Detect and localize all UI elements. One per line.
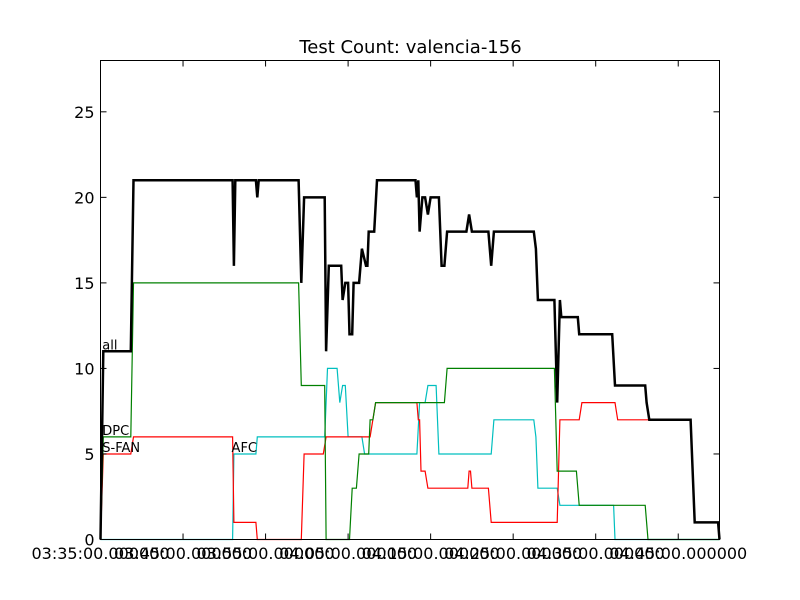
series-line-s-fan	[99, 402, 721, 541]
annotation-label: AFC	[232, 441, 257, 456]
chart-title: Test Count: valencia-156	[298, 37, 521, 58]
x-tick-label: 04:45:00.000000	[609, 544, 747, 563]
x-axis: 03:35:00.00000003:45:00.00000003:55:00.0…	[31, 60, 747, 563]
annotation-label: DPC	[102, 424, 129, 439]
plot-frame	[100, 60, 720, 540]
y-tick-label: 25	[74, 103, 94, 122]
series-layer	[99, 179, 721, 541]
x-tick-label: 03:35:00.000000	[31, 544, 169, 563]
annotation-label: S-FAN	[102, 441, 140, 456]
y-axis: 0 5 10 15 20 25	[74, 103, 720, 550]
x-tick-label: 04:15:00.000000	[362, 544, 500, 563]
x-tick-label: 03:55:00.000000	[197, 544, 335, 563]
y-tick-label: 0	[84, 531, 94, 550]
series-line-dpc	[99, 282, 720, 541]
y-tick-label: 10	[74, 359, 94, 378]
y-tick-label: 5	[84, 445, 94, 464]
series-line-all	[99, 179, 721, 540]
series-line-afc	[100, 367, 720, 541]
x-tick-label: 04:25:00.000000	[444, 544, 582, 563]
annotation-layer: all DPC S-FAN AFC	[102, 338, 257, 456]
y-tick-label: 15	[74, 274, 94, 293]
x-tick-label: 04:35:00.000000	[527, 544, 665, 563]
x-tick-label: 04:05:00.000000	[279, 544, 417, 563]
y-tick-label: 20	[74, 188, 94, 207]
x-tick-label: 03:45:00.000000	[114, 544, 252, 563]
annotation-label: all	[102, 338, 117, 353]
